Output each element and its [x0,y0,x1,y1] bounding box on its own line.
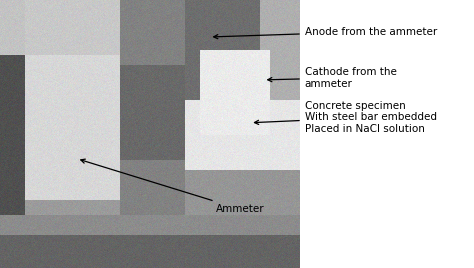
Text: Anode from the ammeter: Anode from the ammeter [214,27,437,39]
Text: Concrete specimen
With steel bar embedded
Placed in NaCl solution: Concrete specimen With steel bar embedde… [255,101,437,134]
Text: Ammeter: Ammeter [81,159,264,214]
Text: Cathode from the
ammeter: Cathode from the ammeter [268,67,397,88]
